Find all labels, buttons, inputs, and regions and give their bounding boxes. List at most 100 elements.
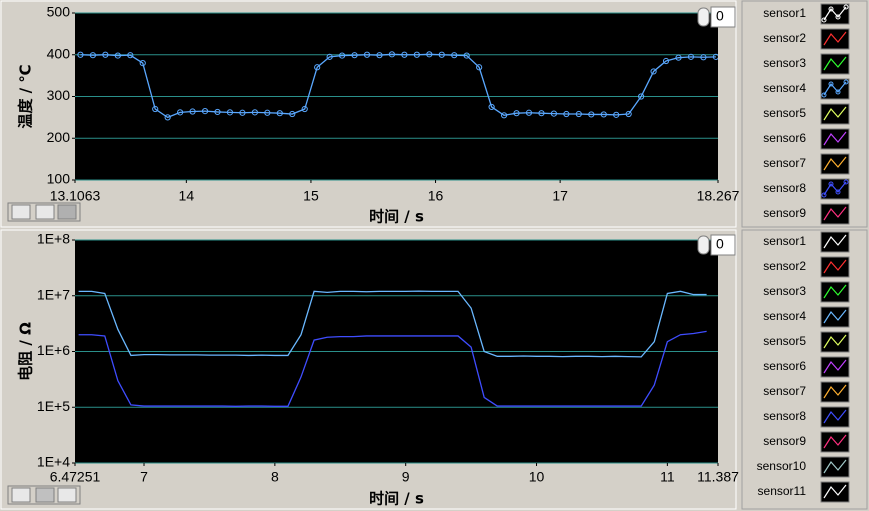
data-point — [687, 53, 695, 60]
data-point — [152, 105, 159, 113]
legend-marker — [828, 181, 834, 187]
toolbar[interactable] — [7, 202, 81, 222]
legend-swatch — [823, 106, 847, 121]
legend-swatch — [823, 334, 847, 349]
data-point — [638, 93, 645, 100]
data-point — [438, 51, 445, 58]
index-control-arrows[interactable] — [697, 7, 710, 27]
data-point — [226, 109, 234, 116]
data-point — [102, 51, 109, 58]
legend-label: sensor8 — [763, 181, 806, 195]
legend-marker — [835, 189, 841, 195]
data-point — [550, 110, 558, 117]
data-point — [351, 52, 358, 59]
data-point — [625, 110, 632, 118]
legend-swatch — [823, 434, 847, 449]
legend-marker — [828, 81, 834, 87]
legend-swatch — [823, 31, 847, 46]
y-tick-label: 1E+4 — [37, 454, 70, 470]
y-tick-label: 400 — [47, 45, 71, 61]
legend-label: sensor7 — [763, 156, 806, 170]
legend-label: sensor2 — [763, 259, 806, 273]
data-point — [413, 51, 420, 58]
cursor-tool[interactable] — [11, 204, 31, 220]
data-point — [388, 51, 396, 58]
data-point — [289, 110, 296, 118]
index-value[interactable]: 0 — [716, 236, 724, 252]
legend-label: sensor4 — [763, 309, 806, 323]
data-point — [463, 52, 470, 59]
index-control[interactable] — [710, 6, 736, 28]
data-point — [201, 108, 209, 115]
data-point — [114, 52, 121, 59]
y-tick-label: 1E+5 — [37, 398, 70, 414]
legend-label: sensor5 — [763, 334, 806, 348]
legend-swatch — [823, 409, 847, 424]
y-tick-label: 200 — [47, 129, 71, 145]
x-tick-label: 9 — [402, 469, 410, 485]
pan-tool[interactable] — [57, 487, 77, 503]
legend-swatch — [823, 131, 847, 146]
data-point — [675, 54, 682, 61]
y-tick-label: 1E+8 — [37, 231, 70, 247]
legend-swatch — [823, 156, 847, 171]
index-control-arrows[interactable] — [697, 235, 710, 255]
data-point — [251, 109, 258, 116]
y-tick-label: 1E+6 — [37, 342, 70, 358]
zoom-tool[interactable] — [35, 204, 55, 220]
data-point — [264, 109, 271, 116]
data-point — [600, 111, 607, 118]
legend-marker — [843, 179, 849, 185]
legend-swatch — [823, 234, 847, 249]
data-point — [451, 52, 458, 59]
cursor-tool[interactable] — [11, 487, 31, 503]
data-line — [78, 330, 707, 407]
legend-label: sensor9 — [763, 434, 806, 448]
data-point — [214, 108, 221, 116]
legend-swatch — [823, 484, 847, 499]
data-point — [77, 51, 84, 58]
data-point — [301, 105, 308, 113]
data-point — [650, 68, 657, 75]
x-tick-label: 18.267 — [697, 188, 740, 204]
legend-label: sensor1 — [763, 234, 806, 248]
toolbar[interactable] — [7, 485, 81, 505]
legend-marker — [835, 14, 841, 20]
index-control[interactable] — [710, 234, 736, 256]
data-point — [513, 110, 520, 117]
x-tick-label: 6.47251 — [50, 469, 101, 485]
legend-label: sensor3 — [763, 56, 806, 70]
data-point — [525, 109, 533, 116]
data-point — [239, 109, 246, 116]
legend-label: sensor3 — [763, 284, 806, 298]
legend-label: sensor1 — [763, 6, 806, 20]
data-point — [376, 52, 383, 59]
data-point — [127, 52, 134, 59]
data-point — [426, 51, 433, 58]
pan-tool[interactable] — [57, 204, 77, 220]
legend-swatch — [823, 259, 847, 274]
data-point — [588, 111, 595, 118]
legend-swatch — [823, 359, 847, 374]
index-value[interactable]: 0 — [716, 8, 724, 24]
legend-label: sensor8 — [763, 409, 806, 423]
data-point — [613, 111, 620, 118]
x-tick-label: 17 — [552, 188, 568, 204]
legend-swatch — [823, 181, 847, 196]
data-point — [363, 51, 371, 58]
y-axis-title: 温度 / ℃ — [17, 64, 35, 128]
data-point — [662, 57, 670, 65]
legend-marker — [843, 4, 849, 10]
data-point — [575, 110, 582, 118]
legend-label: sensor6 — [763, 359, 806, 373]
legend-swatch — [823, 56, 847, 71]
zoom-tool[interactable] — [35, 487, 55, 503]
y-tick-label: 500 — [47, 4, 71, 20]
x-tick-label: 14 — [179, 188, 195, 204]
legend-marker — [835, 89, 841, 95]
legend-swatch — [823, 384, 847, 399]
y-axis-title: 电阻 / Ω — [17, 322, 35, 381]
x-tick-label: 15 — [303, 188, 319, 204]
data-point — [476, 64, 483, 71]
